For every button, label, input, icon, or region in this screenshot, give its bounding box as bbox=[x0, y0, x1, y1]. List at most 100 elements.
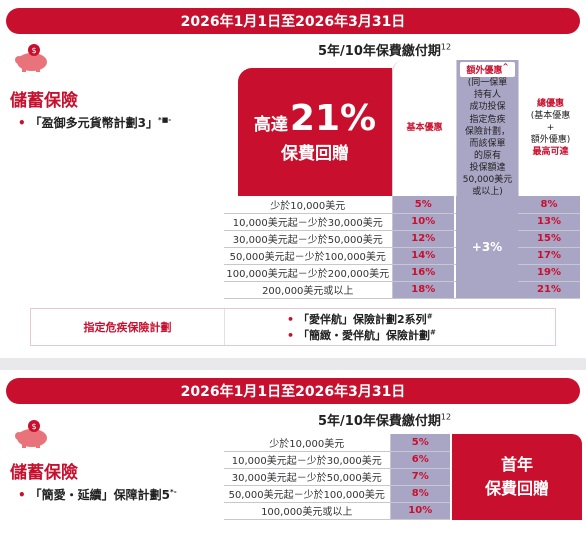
base-cell: 18% bbox=[392, 281, 454, 299]
ci-plan-name: 「愛伴航」保險計劃2系列 bbox=[298, 313, 427, 326]
col-extra-title-sup: ^ bbox=[502, 62, 509, 71]
value-cell: 7% bbox=[390, 468, 450, 486]
base-cell: 12% bbox=[392, 230, 454, 248]
range-cell: 50,000美元起－少於100,000美元 bbox=[224, 485, 391, 503]
col-extra-title-text: 額外優惠 bbox=[466, 66, 503, 76]
svg-text:$: $ bbox=[31, 46, 36, 55]
total-cell: 19% bbox=[518, 264, 580, 282]
range-cell: 少於10,000美元 bbox=[224, 196, 393, 214]
note-line: 持有人 bbox=[473, 90, 501, 101]
table-row: 30,000美元起－少於50,000美元 12% 15% bbox=[224, 230, 580, 248]
rate-table-1: 少於10,000美元 5% 8% 10,000美元起－少於30,000美元 10… bbox=[224, 196, 580, 299]
value-cell: 5% bbox=[390, 434, 450, 452]
table-row: 10,000美元起－少於30,000美元 6% bbox=[224, 451, 450, 469]
critical-illness-box: 指定危疾保險計劃 • 「愛伴航」保險計劃2系列# • 「簡緻・愛伴航」保險計劃# bbox=[30, 308, 556, 346]
date-banner: 2026年1月1日至2026年3月31日 bbox=[6, 8, 580, 34]
ci-plan-sup: # bbox=[426, 312, 433, 321]
value-cell: 10% bbox=[390, 502, 450, 520]
category-title: 儲蓄保險 bbox=[10, 463, 78, 483]
total-cell: 13% bbox=[518, 213, 580, 231]
note-line: 或以上) bbox=[472, 187, 503, 198]
base-cell: 14% bbox=[392, 247, 454, 265]
total-cell: 15% bbox=[518, 230, 580, 248]
value-cell: 6% bbox=[390, 451, 450, 469]
plan-name-text: 「盈御多元貨幣計劃3」 bbox=[29, 116, 159, 130]
date-banner: 2026年1月1日至2026年3月31日 bbox=[6, 378, 580, 404]
base-cell: 5% bbox=[392, 196, 454, 214]
table-row: 30,000美元起－少於50,000美元 7% bbox=[224, 468, 450, 486]
col-header-base: 基本優惠 bbox=[392, 60, 456, 196]
bullet-icon: • bbox=[287, 329, 295, 342]
list-item: • 「簡緻・愛伴航」保險計劃# bbox=[287, 327, 555, 343]
total-cell: 21% bbox=[518, 281, 580, 299]
ci-plan-sup: # bbox=[430, 328, 436, 337]
col-total-tail: 最高可達 bbox=[532, 147, 569, 158]
payment-period-label: 5年/10年保費繳付期12 bbox=[318, 40, 451, 59]
hero-rebate: 高達 21% 保費回贈 bbox=[238, 68, 392, 196]
range-cell: 100,000美元或以上 bbox=[224, 502, 391, 520]
plan-name: • 「盈御多元貨幣計劃3」*■- bbox=[18, 114, 171, 131]
col-total-sub: (基本優惠 bbox=[530, 110, 571, 121]
rate-table-2: 少於10,000美元 5% 10,000美元起－少於30,000美元 6% 30… bbox=[224, 434, 450, 520]
table-row: 50,000美元起－少於100,000美元 14% 17% bbox=[224, 247, 580, 265]
base-cell: 10% bbox=[392, 213, 454, 231]
first-year-line1: 首年 bbox=[500, 455, 533, 474]
range-cell: 10,000美元起－少於30,000美元 bbox=[224, 451, 391, 469]
payment-period-text: 5年/10年保費繳付期 bbox=[318, 414, 441, 429]
table-row: 10,000美元起－少於30,000美元 10% 13% bbox=[224, 213, 580, 231]
note-line: 成功投保 bbox=[469, 102, 506, 113]
total-cell: 17% bbox=[518, 247, 580, 265]
payment-period-sup: 12 bbox=[440, 412, 452, 422]
category-title: 儲蓄保險 bbox=[10, 91, 78, 111]
range-cell: 少於10,000美元 bbox=[224, 434, 391, 452]
col-extra-title: 額外優惠^ bbox=[460, 62, 515, 78]
range-cell: 100,000美元起－少於200,000美元 bbox=[224, 264, 393, 282]
col-total-sub: 額外優惠) bbox=[530, 135, 571, 146]
hero-value: 21% bbox=[289, 97, 377, 139]
col-header-extra: 額外優惠^ (同一保單 持有人 成功投保 指定危疾 保險計劃， 而該保單 的原有… bbox=[456, 60, 518, 198]
col-base-label: 基本優惠 bbox=[406, 122, 443, 133]
payment-period-label: 5年/10年保費繳付期12 bbox=[318, 410, 451, 429]
bullet-icon: • bbox=[287, 313, 295, 326]
note-line: 指定危疾 bbox=[469, 114, 506, 125]
col-total-sub: + bbox=[546, 122, 555, 133]
hero-caption: 保費回贈 bbox=[281, 143, 349, 164]
table-row: 200,000美元或以上 18% 21% bbox=[224, 281, 580, 299]
promo-card-1: 2026年1月1日至2026年3月31日 5年/10年保費繳付期12 $ 儲蓄保… bbox=[0, 0, 586, 358]
col-extra-note: (同一保單 持有人 成功投保 指定危疾 保險計劃， 而該保單 的原有 投保額達 … bbox=[457, 77, 518, 198]
table-row: 100,000美元起－少於200,000美元 16% 19% bbox=[224, 264, 580, 282]
hero-prefix: 高達 bbox=[253, 114, 288, 135]
table-row: 100,000美元或以上 10% bbox=[224, 502, 450, 520]
ci-plan-list: • 「愛伴航」保險計劃2系列# • 「簡緻・愛伴航」保險計劃# bbox=[225, 309, 555, 345]
list-item: • 「愛伴航」保險計劃2系列# bbox=[287, 311, 555, 327]
bullet-icon: • bbox=[18, 488, 26, 502]
note-line: 的原有 bbox=[473, 150, 501, 161]
note-line: 50,000美元 bbox=[462, 175, 513, 186]
base-cell: 16% bbox=[392, 264, 454, 282]
col-total-title: 總優惠 bbox=[536, 98, 564, 109]
plan-name: • 「簡愛・延續」保障計劃5*- bbox=[18, 486, 177, 503]
note-line: 而該保單 bbox=[469, 138, 506, 149]
range-cell: 10,000美元起－少於30,000美元 bbox=[224, 213, 393, 231]
table-row: 50,000美元起－少於100,000美元 8% bbox=[224, 485, 450, 503]
plan-name-sup: *■- bbox=[158, 116, 172, 124]
range-cell: 30,000美元起－少於50,000美元 bbox=[224, 468, 391, 486]
note-line: 保險計劃， bbox=[464, 126, 510, 137]
note-line: (同一保單 bbox=[467, 78, 508, 89]
piggy-bank-icon: $ bbox=[15, 420, 47, 448]
payment-period-sup: 12 bbox=[440, 42, 452, 52]
total-cell: 8% bbox=[518, 196, 580, 214]
first-year-line2: 保費回贈 bbox=[484, 479, 549, 498]
svg-text:$: $ bbox=[31, 422, 36, 431]
plan-name-text: 「簡愛・延續」保障計劃5 bbox=[29, 488, 171, 502]
range-cell: 30,000美元起－少於50,000美元 bbox=[224, 230, 393, 248]
table-row: 少於10,000美元 5% bbox=[224, 434, 450, 452]
ci-label: 指定危疾保險計劃 bbox=[31, 309, 225, 345]
bullet-icon: • bbox=[18, 116, 26, 130]
ci-plan-name: 「簡緻・愛伴航」保險計劃 bbox=[298, 329, 431, 342]
payment-period-text: 5年/10年保費繳付期 bbox=[318, 44, 441, 59]
range-cell: 50,000美元起－少於100,000美元 bbox=[224, 247, 393, 265]
note-line: 投保額達 bbox=[469, 163, 506, 174]
extra-rebate-value: +3% bbox=[456, 196, 518, 298]
table-row: 少於10,000美元 5% 8% bbox=[224, 196, 580, 214]
